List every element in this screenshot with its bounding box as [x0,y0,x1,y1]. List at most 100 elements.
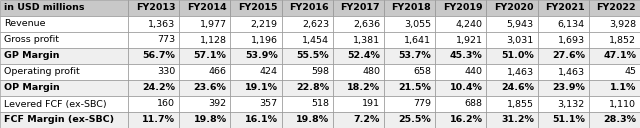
Text: 1,196: 1,196 [251,35,278,45]
Text: 1,454: 1,454 [302,35,329,45]
Bar [230,64,282,80]
Text: 52.4%: 52.4% [348,51,380,61]
Bar [333,48,384,64]
Text: 53.9%: 53.9% [245,51,278,61]
Text: FY2018: FY2018 [392,3,431,13]
Bar [0,16,128,32]
Bar [333,112,384,128]
Text: 2,219: 2,219 [251,19,278,29]
Bar [384,16,435,32]
Text: 6,134: 6,134 [558,19,585,29]
Bar [486,64,538,80]
Text: 19.8%: 19.8% [193,115,227,125]
Bar [486,0,538,16]
Text: Levered FCF (ex-SBC): Levered FCF (ex-SBC) [4,99,106,109]
Text: Gross profit: Gross profit [4,35,59,45]
Text: 440: 440 [465,67,483,77]
Text: 16.2%: 16.2% [449,115,483,125]
Bar [282,64,333,80]
Text: 1,363: 1,363 [148,19,175,29]
Text: 51.0%: 51.0% [501,51,534,61]
Bar [0,48,128,64]
Bar [333,64,384,80]
Bar [486,16,538,32]
Bar [486,112,538,128]
Bar [333,96,384,112]
Text: 27.6%: 27.6% [552,51,585,61]
Text: 2,636: 2,636 [353,19,380,29]
Bar [589,16,640,32]
Text: 3,928: 3,928 [609,19,636,29]
Bar [128,64,179,80]
Bar [538,48,589,64]
Text: 1,852: 1,852 [609,35,636,45]
Text: 45: 45 [624,67,636,77]
Text: FY2019: FY2019 [443,3,483,13]
Bar [282,80,333,96]
Text: 598: 598 [311,67,329,77]
Text: 55.5%: 55.5% [296,51,329,61]
Bar [333,32,384,48]
Bar [128,32,179,48]
Text: 28.3%: 28.3% [603,115,636,125]
Bar [538,32,589,48]
Text: FY2014: FY2014 [187,3,227,13]
Bar [435,96,486,112]
Bar [179,64,230,80]
Text: FY2022: FY2022 [596,3,636,13]
Text: 1,463: 1,463 [558,67,585,77]
Bar [128,80,179,96]
Text: 191: 191 [362,99,380,109]
Text: 1,921: 1,921 [456,35,483,45]
Text: 773: 773 [157,35,175,45]
Bar [128,16,179,32]
Text: FY2017: FY2017 [340,3,380,13]
Bar [589,64,640,80]
Text: 466: 466 [209,67,227,77]
Bar [179,32,230,48]
Bar [230,0,282,16]
Text: 10.4%: 10.4% [450,83,483,93]
Text: FY2013: FY2013 [136,3,175,13]
Text: 1,381: 1,381 [353,35,380,45]
Bar [435,16,486,32]
Text: GP Margin: GP Margin [4,51,60,61]
Bar [384,64,435,80]
Text: 24.2%: 24.2% [142,83,175,93]
Bar [0,32,128,48]
Bar [230,96,282,112]
Bar [282,16,333,32]
Bar [128,48,179,64]
Text: 23.9%: 23.9% [552,83,585,93]
Text: 1,110: 1,110 [609,99,636,109]
Text: 56.7%: 56.7% [143,51,175,61]
Text: 1.1%: 1.1% [610,83,636,93]
Text: 1,855: 1,855 [507,99,534,109]
Bar [230,32,282,48]
Bar [0,80,128,96]
Bar [435,0,486,16]
Bar [0,96,128,112]
Text: 3,055: 3,055 [404,19,431,29]
Bar [384,96,435,112]
Text: OP Margin: OP Margin [4,83,60,93]
Bar [486,48,538,64]
Text: 3,031: 3,031 [506,35,534,45]
Bar [435,32,486,48]
Text: FCF Margin (ex-SBC): FCF Margin (ex-SBC) [4,115,114,125]
Text: FY2021: FY2021 [545,3,585,13]
Text: 357: 357 [260,99,278,109]
Text: 24.6%: 24.6% [500,83,534,93]
Text: 4,240: 4,240 [456,19,483,29]
Bar [589,32,640,48]
Text: 1,128: 1,128 [200,35,227,45]
Bar [230,80,282,96]
Bar [333,0,384,16]
Bar [384,32,435,48]
Bar [0,112,128,128]
Bar [538,0,589,16]
Bar [589,96,640,112]
Bar [0,0,128,16]
Text: 160: 160 [157,99,175,109]
Bar [230,48,282,64]
